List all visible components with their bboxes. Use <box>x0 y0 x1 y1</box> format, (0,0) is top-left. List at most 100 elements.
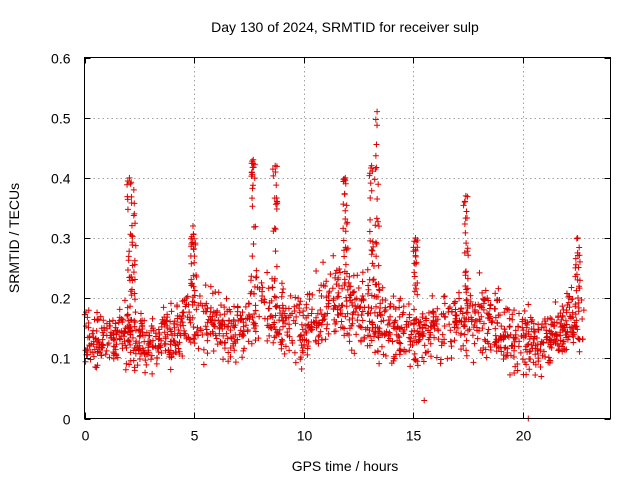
data-point <box>512 334 519 341</box>
data-point <box>521 359 528 366</box>
data-point <box>309 291 316 298</box>
data-point <box>122 366 129 373</box>
data-point <box>251 283 258 290</box>
data-point <box>344 330 351 337</box>
data-point <box>468 318 475 325</box>
data-point <box>395 333 402 340</box>
data-point <box>487 344 494 351</box>
data-point <box>368 162 375 169</box>
data-point <box>458 346 465 353</box>
data-point <box>234 303 241 310</box>
data-point <box>101 324 108 331</box>
data-point <box>292 294 299 301</box>
data-point <box>392 306 399 313</box>
data-point <box>385 317 392 324</box>
data-point <box>297 332 304 339</box>
data-point <box>411 273 418 280</box>
data-point <box>414 244 421 251</box>
data-point <box>244 328 251 335</box>
data-point <box>279 302 286 309</box>
data-point <box>527 356 534 363</box>
data-point <box>318 321 325 328</box>
data-point <box>341 325 348 332</box>
data-point <box>370 333 377 340</box>
data-point <box>181 327 188 334</box>
data-point <box>147 339 154 346</box>
data-point <box>307 326 314 333</box>
data-point <box>426 334 433 341</box>
data-point <box>100 317 107 324</box>
data-point <box>165 347 172 354</box>
data-point <box>378 343 385 350</box>
data-point <box>569 309 576 316</box>
data-point <box>376 287 383 294</box>
data-point <box>525 341 532 348</box>
data-point <box>506 371 513 378</box>
data-point <box>351 288 358 295</box>
data-point <box>308 327 315 334</box>
data-point <box>387 303 394 310</box>
data-point <box>320 259 327 266</box>
data-point <box>249 253 256 260</box>
data-point <box>154 345 161 352</box>
data-point <box>269 166 276 173</box>
data-point <box>511 370 518 377</box>
data-point <box>580 307 587 314</box>
data-point <box>377 300 384 307</box>
data-point <box>485 326 492 333</box>
data-point <box>188 233 195 240</box>
data-point <box>129 239 136 246</box>
data-point <box>552 299 559 305</box>
data-point <box>359 269 366 276</box>
data-point <box>372 349 379 356</box>
data-point <box>465 252 472 259</box>
y-tick-label: 0.4 <box>51 171 71 187</box>
data-point <box>94 348 101 355</box>
data-point <box>441 293 448 300</box>
data-point <box>221 304 228 311</box>
data-point <box>401 348 408 355</box>
data-point <box>376 360 383 367</box>
data-point <box>461 249 468 256</box>
data-point <box>247 313 254 320</box>
data-point <box>214 307 221 314</box>
data-point <box>248 160 255 167</box>
data-point <box>526 336 533 343</box>
data-point <box>560 345 567 352</box>
data-point <box>571 331 578 338</box>
data-point <box>485 340 492 347</box>
data-point <box>338 318 345 325</box>
data-point <box>271 225 278 232</box>
data-point <box>342 207 349 214</box>
data-point <box>170 337 177 344</box>
data-point <box>176 339 183 346</box>
data-point <box>246 301 253 308</box>
data-point <box>318 292 325 299</box>
data-point <box>93 343 100 350</box>
data-point <box>422 325 429 332</box>
data-point <box>523 371 530 378</box>
data-point <box>537 363 544 370</box>
data-point <box>442 314 449 321</box>
data-point <box>323 325 330 332</box>
data-point <box>155 336 162 343</box>
data-point <box>319 317 326 324</box>
data-point <box>300 312 307 319</box>
data-point <box>162 335 169 342</box>
data-point <box>208 319 215 326</box>
data-point <box>369 238 376 245</box>
data-point <box>438 311 445 318</box>
data-point <box>372 239 379 246</box>
data-point <box>341 253 348 260</box>
data-point <box>280 307 287 314</box>
data-point <box>451 299 458 306</box>
data-point <box>316 287 323 294</box>
data-point <box>412 253 419 260</box>
data-point <box>563 346 570 353</box>
data-point <box>86 333 93 340</box>
data-point <box>132 220 139 227</box>
data-point <box>313 324 320 331</box>
data-point <box>248 169 255 176</box>
data-point <box>195 332 202 339</box>
data-point <box>410 317 417 324</box>
